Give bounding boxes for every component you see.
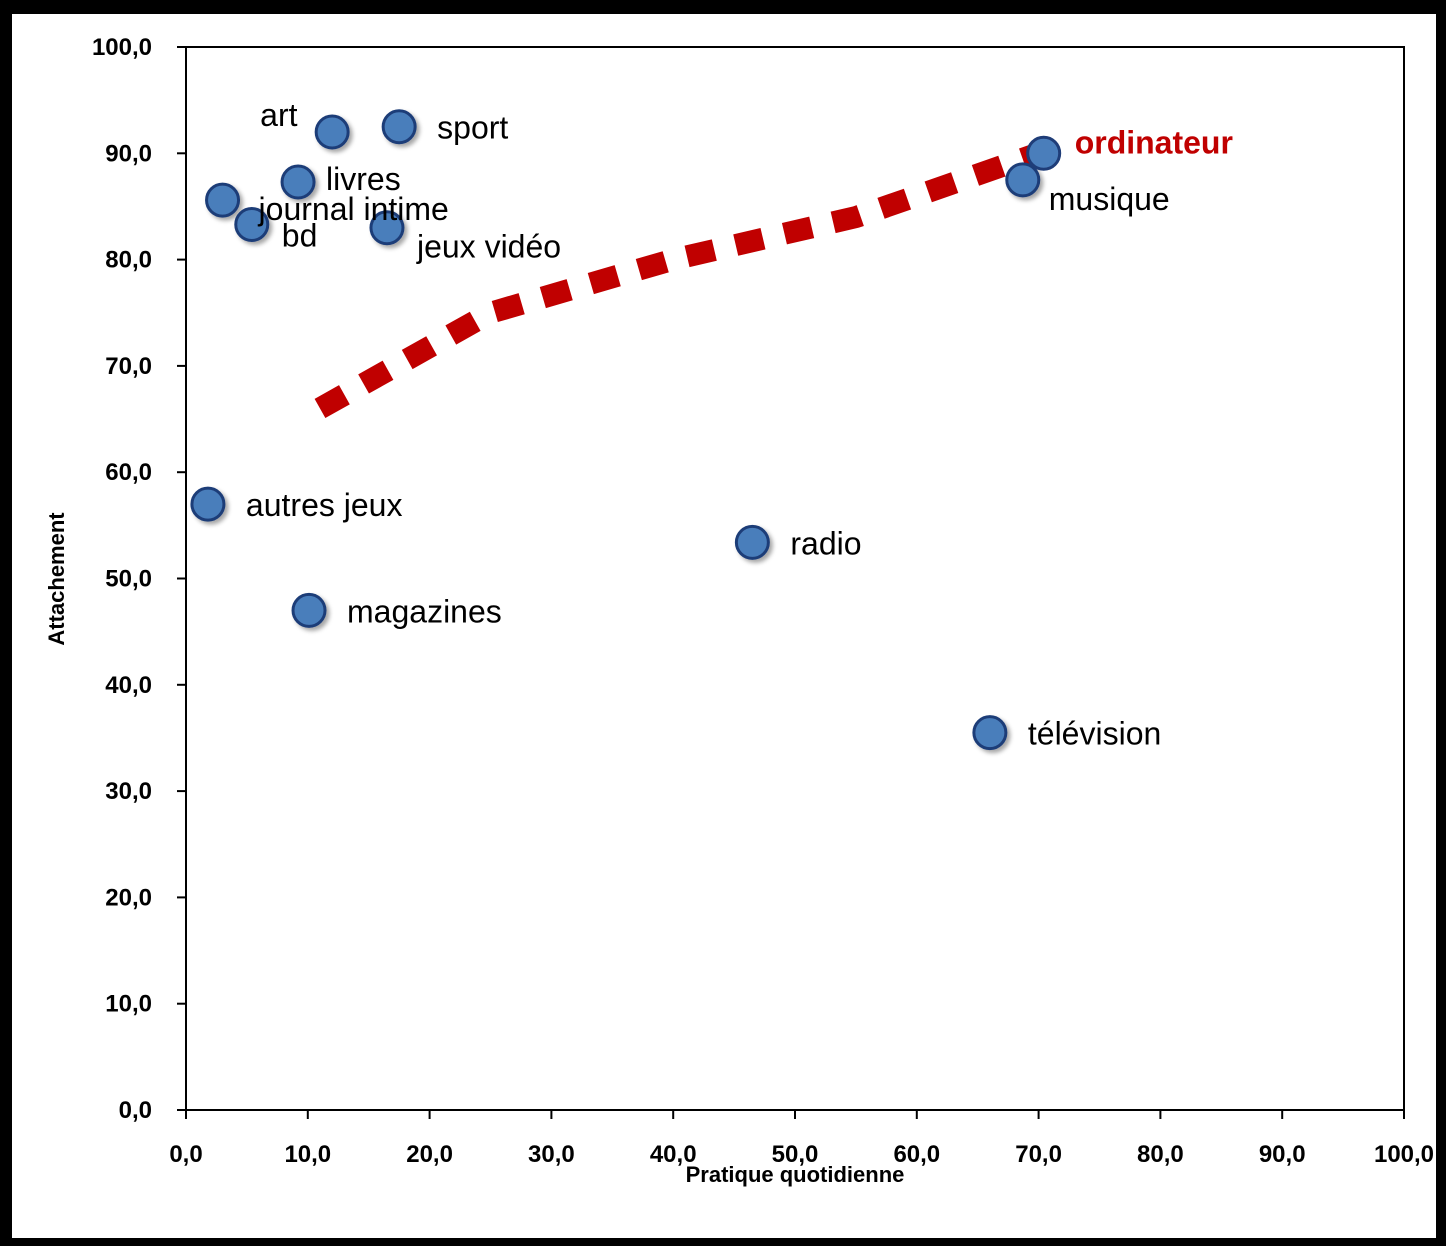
y-tick-label: 60,0 bbox=[105, 459, 152, 486]
y-tick-label: 80,0 bbox=[105, 247, 152, 274]
y-tick-label: 50,0 bbox=[105, 566, 152, 593]
point-t-l-vision bbox=[972, 715, 1008, 751]
y-tick-label: 90,0 bbox=[105, 140, 152, 167]
y-axis-title: Attachement bbox=[44, 512, 69, 646]
point-art bbox=[314, 114, 350, 150]
label-art: art bbox=[260, 97, 297, 133]
x-tick-label: 10,0 bbox=[284, 1141, 331, 1168]
scatter-chart: 0,0 10,0 20,0 30,0 40,0 50,0 60,0 70,0 80,0 90,0 1… bbox=[44, 34, 1434, 1187]
y-tick-label: 30,0 bbox=[105, 778, 152, 805]
label-autres-jeux: autres jeux bbox=[246, 487, 403, 523]
point-musique bbox=[1005, 162, 1041, 198]
x-tick-label: 80,0 bbox=[1137, 1141, 1184, 1168]
label-magazines: magazines bbox=[347, 593, 502, 629]
point-sport bbox=[381, 109, 417, 145]
x-tick-label: 70,0 bbox=[1015, 1141, 1062, 1168]
point-jeux-vid-o bbox=[369, 210, 405, 246]
x-tick-label: 20,0 bbox=[406, 1141, 453, 1168]
x-tick-label: 90,0 bbox=[1259, 1141, 1306, 1168]
label-ordinateur: ordinateur bbox=[1075, 124, 1233, 160]
y-tick-label: 20,0 bbox=[105, 884, 152, 911]
x-axis-title: Pratique quotidienne bbox=[686, 1162, 905, 1187]
point-journal-intime bbox=[205, 182, 241, 218]
point-radio bbox=[734, 524, 770, 560]
y-tick-label: 100,0 bbox=[92, 34, 152, 61]
x-tick-label: 100,0 bbox=[1374, 1141, 1434, 1168]
chart-panel: 0,0 10,0 20,0 30,0 40,0 50,0 60,0 70,0 80,0 90,0 1… bbox=[12, 14, 1436, 1238]
label-journal-intime: journal intime bbox=[258, 191, 449, 227]
label-bd: bd bbox=[282, 218, 318, 254]
data-points bbox=[190, 109, 1062, 751]
point-magazines bbox=[291, 592, 327, 628]
point-bd bbox=[234, 207, 270, 243]
label-sport: sport bbox=[437, 110, 508, 146]
point-autres-jeux bbox=[190, 486, 226, 522]
axis-ticks: 0,0 10,0 20,0 30,0 40,0 50,0 60,0 70,0 80,0 90,0 1… bbox=[92, 34, 1434, 1168]
label-radio: radio bbox=[790, 525, 861, 561]
y-tick-label: 10,0 bbox=[105, 991, 152, 1018]
y-tick-label: 70,0 bbox=[105, 353, 152, 380]
x-tick-label: 50,0 bbox=[772, 1141, 819, 1168]
label-musique: musique bbox=[1049, 181, 1170, 217]
x-tick-label: 30,0 bbox=[528, 1141, 575, 1168]
x-tick-label: 40,0 bbox=[650, 1141, 697, 1168]
x-tick-label: 0,0 bbox=[169, 1141, 202, 1168]
label-t-l-vision: télévision bbox=[1028, 716, 1161, 752]
x-tick-label: 60,0 bbox=[893, 1141, 940, 1168]
y-tick-label: 40,0 bbox=[105, 672, 152, 699]
point-livres bbox=[280, 164, 316, 200]
label-livres: livres bbox=[326, 161, 401, 197]
y-tick-label: 0,0 bbox=[119, 1097, 152, 1124]
point-ordinateur-base bbox=[1026, 135, 1062, 171]
label-jeux-vid-o: jeux vidéo bbox=[416, 229, 561, 265]
